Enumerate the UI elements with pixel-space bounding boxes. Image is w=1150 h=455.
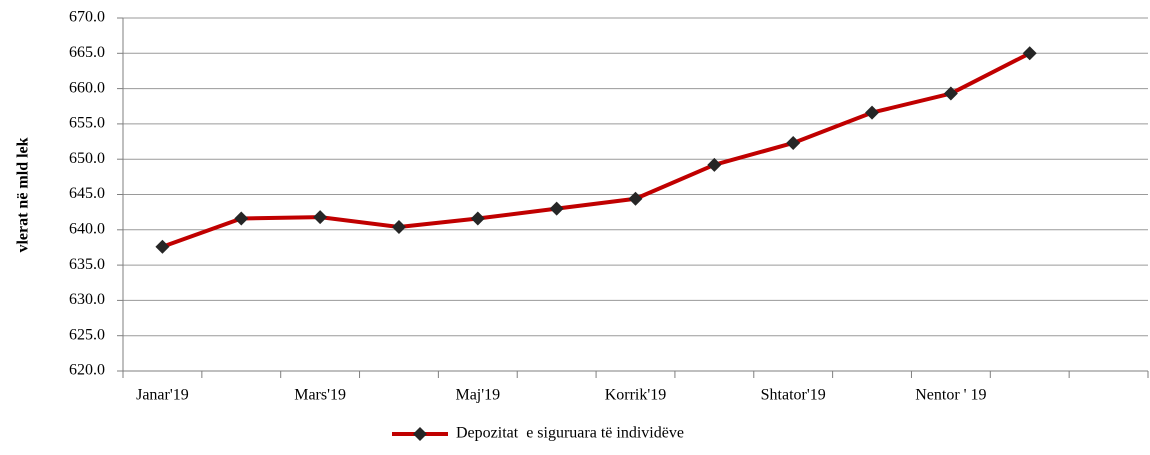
data-point [786, 135, 801, 150]
y-tick-label: 640.0 [69, 220, 105, 237]
data-point [549, 201, 564, 216]
legend-label: Depozitat e siguruara të individëve [456, 425, 684, 442]
y-tick-label: 660.0 [69, 79, 105, 96]
y-axis-label: vlerat në mld lek [15, 137, 32, 252]
x-tick-label: Maj'19 [455, 387, 500, 404]
series-line [161, 51, 1031, 249]
x-tick-label: Janar'19 [136, 387, 189, 404]
y-tick-label: 620.0 [69, 362, 105, 379]
data-point [1022, 46, 1037, 61]
y-tick-label: 655.0 [69, 115, 105, 132]
y-tick-label: 625.0 [69, 326, 105, 343]
data-point [155, 239, 170, 254]
data-point [391, 219, 406, 234]
legend-marker [413, 427, 427, 441]
y-tick-label: 630.0 [69, 291, 105, 308]
y-tick-label: 635.0 [69, 256, 105, 273]
y-tick-label: 645.0 [69, 185, 105, 202]
data-point [943, 86, 958, 101]
y-tick-label: 665.0 [69, 44, 105, 61]
y-tick-label: 650.0 [69, 150, 105, 167]
y-tick-label: 670.0 [69, 9, 105, 26]
data-point [707, 157, 722, 172]
data-point [628, 191, 643, 206]
x-tick-label: Korrik'19 [605, 387, 667, 404]
data-point [470, 211, 485, 226]
data-point [234, 211, 249, 226]
x-tick-label: Shtator'19 [761, 387, 826, 404]
data-point [865, 105, 880, 120]
x-tick-label: Mars'19 [294, 387, 346, 404]
x-tick-label: Nentor ' 19 [915, 387, 986, 404]
data-point [313, 210, 328, 225]
